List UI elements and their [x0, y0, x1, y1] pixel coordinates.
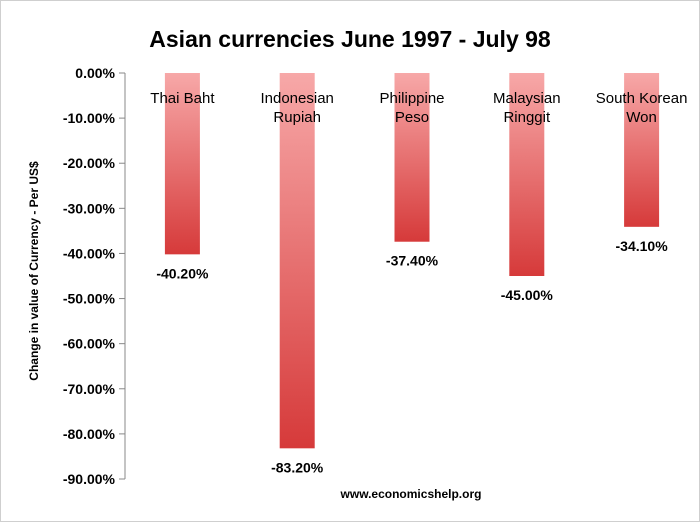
bar — [394, 73, 430, 242]
category-label: Thai Baht — [150, 90, 215, 107]
y-tick-label: -50.00% — [63, 291, 116, 307]
category-label: South Korean Won — [596, 90, 688, 126]
category-label: Philippine Peso — [379, 90, 444, 126]
category-label: Indonesian Rupiah — [260, 90, 333, 126]
bar — [164, 73, 200, 255]
value-label: -37.40% — [386, 253, 439, 269]
value-label: -34.10% — [616, 238, 669, 254]
chart-title: Asian currencies June 1997 - July 98 — [149, 26, 551, 52]
bar — [509, 73, 545, 276]
category-labels: Thai Baht Indonesian Rupiah Philippine Peso M… — [150, 90, 687, 126]
y-tick-label: -10.00% — [63, 110, 116, 126]
y-tick-label: -40.00% — [63, 245, 116, 261]
y-axis: 0.00% -10.00% -20.00% -30.00% -40.00% -50.00%… — [63, 65, 126, 487]
y-tick-label: -20.00% — [63, 155, 116, 171]
source-credit: www.economicshelp.org — [340, 487, 482, 501]
y-tick-label: -90.00% — [63, 471, 116, 487]
y-tick-label: -70.00% — [63, 381, 116, 397]
value-label: -83.20% — [271, 459, 324, 475]
y-tick-label: -80.00% — [63, 426, 116, 442]
y-tick-label: -60.00% — [63, 336, 116, 352]
y-tick-label: 0.00% — [75, 65, 115, 81]
value-label: -40.20% — [156, 265, 209, 281]
bar — [624, 73, 660, 227]
y-tick-label: -30.00% — [63, 200, 116, 216]
value-label: -45.00% — [501, 287, 554, 303]
y-axis-label: Change in value of Currency - Per US$ — [27, 161, 41, 381]
value-labels: -40.20% -83.20% -37.40% -45.00% -34.10% — [156, 238, 668, 475]
bar — [279, 73, 315, 449]
bars — [164, 73, 660, 449]
category-label: Malaysian Ringgit — [493, 90, 561, 126]
